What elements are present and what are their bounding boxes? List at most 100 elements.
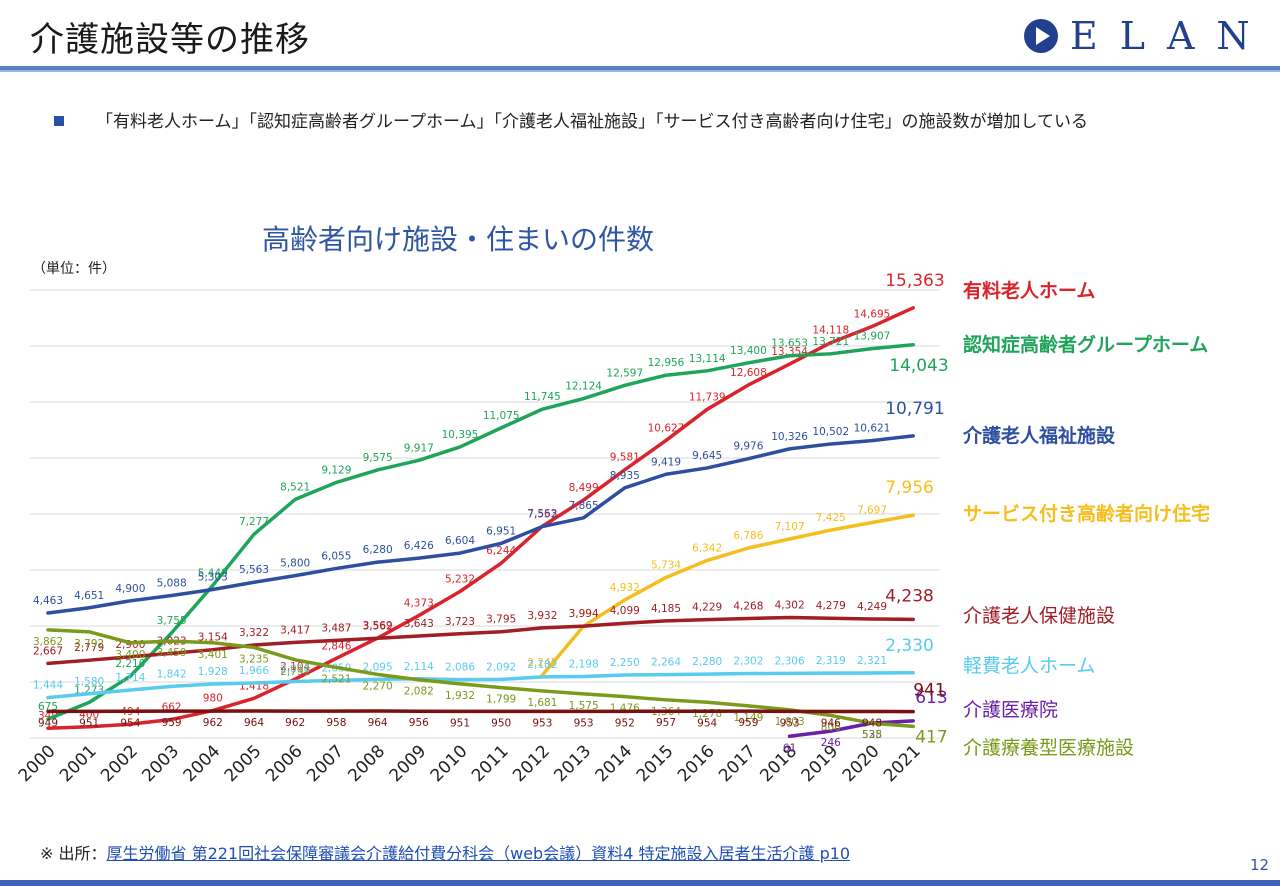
data-label: 7,563 — [527, 508, 557, 520]
x-tick-label: 2013 — [550, 741, 595, 786]
data-label: 2,250 — [610, 657, 640, 669]
data-label: 2,667 — [33, 645, 63, 657]
data-label: 5,800 — [280, 558, 310, 570]
data-label: 3,235 — [239, 653, 269, 665]
source-prefix: ※ 出所： — [40, 844, 107, 863]
data-label: 1,580 — [74, 676, 104, 688]
data-label: 528 — [862, 729, 882, 741]
x-tick-label: 2015 — [633, 741, 678, 786]
data-label: 3,994 — [569, 608, 599, 620]
logo-play-icon — [1024, 19, 1058, 53]
data-label: 2,791 — [280, 666, 310, 678]
data-label: 10,502 — [812, 426, 849, 438]
series-line — [787, 719, 915, 739]
header-divider — [0, 66, 1280, 70]
data-label: 954 — [697, 717, 717, 729]
legend-entry: 介護療養型医療施設 — [963, 737, 1134, 759]
data-label: 4,463 — [33, 595, 63, 607]
data-label: 13,907 — [854, 331, 891, 343]
data-label: 6,280 — [363, 544, 393, 556]
data-label: 3,723 — [445, 616, 475, 628]
data-label: 959 — [738, 717, 758, 729]
data-label: 2,086 — [445, 662, 475, 674]
series-end-label: 613 — [915, 688, 947, 708]
data-label: 3,400 — [115, 649, 145, 661]
data-label: 4,099 — [610, 605, 640, 617]
data-label: 964 — [368, 717, 388, 729]
data-label: 10,621 — [854, 423, 891, 435]
data-label: 2,016 — [280, 664, 310, 676]
series-end-label: 2,330 — [885, 636, 934, 656]
x-tick-label: 2001 — [56, 741, 101, 786]
data-label: 9,917 — [404, 442, 434, 454]
data-label: 9,976 — [733, 441, 763, 453]
data-label: 12,956 — [648, 357, 685, 369]
data-label: 806 — [821, 721, 841, 733]
series-end-label: 14,043 — [889, 356, 948, 376]
logo-text: ELAN — [1070, 14, 1272, 58]
data-label: 6,426 — [404, 540, 434, 552]
data-label: 1,842 — [157, 668, 187, 680]
data-label: 11,739 — [689, 391, 726, 403]
data-label: 1,003 — [775, 716, 805, 728]
data-label: 953 — [574, 717, 594, 729]
data-label: 3,755 — [157, 615, 187, 627]
series-line — [46, 434, 915, 615]
data-label: 2,104 — [280, 661, 310, 673]
data-label: 2,210 — [115, 658, 145, 670]
series-end-label: 15,363 — [885, 271, 944, 291]
data-label: 12,597 — [606, 367, 643, 379]
x-tick-label: 2003 — [138, 741, 183, 786]
x-tick-label: 2012 — [509, 741, 554, 786]
data-label: 3,154 — [198, 632, 228, 644]
data-label: 2,245 — [527, 657, 557, 669]
data-label: 10,326 — [771, 431, 808, 443]
data-label: 10,395 — [442, 429, 479, 441]
data-label: 2,092 — [486, 661, 516, 673]
data-label: 2,270 — [363, 680, 393, 692]
data-label: 13,114 — [689, 353, 726, 365]
page-number: 12 — [1250, 856, 1270, 874]
elan-logo: ELAN — [1022, 14, 1272, 58]
data-label: 4,373 — [404, 598, 434, 610]
data-label: 3,792 — [74, 638, 104, 650]
x-tick-label: 2008 — [344, 741, 389, 786]
x-tick-label: 2002 — [97, 741, 142, 786]
data-label: 9,645 — [692, 450, 722, 462]
data-label: 246 — [821, 737, 841, 749]
legend-entry: 介護老人保健施設 — [963, 605, 1115, 627]
data-label: 3,417 — [280, 624, 310, 636]
data-label: 5,449 — [198, 567, 228, 579]
data-label: 7,425 — [816, 512, 846, 524]
data-label: 7,107 — [775, 521, 805, 533]
x-tick-label: 2006 — [262, 741, 307, 786]
data-label: 6,786 — [733, 530, 763, 542]
x-tick-label: 2009 — [386, 741, 431, 786]
data-label: 2,779 — [74, 642, 104, 654]
data-label: 957 — [656, 717, 676, 729]
data-label: 2,095 — [363, 661, 393, 673]
data-label: 964 — [244, 717, 264, 729]
data-label: 962 — [285, 717, 305, 729]
x-tick-label: 2005 — [221, 741, 266, 786]
data-label: 4,302 — [775, 600, 805, 612]
source-link[interactable]: 厚生労働省 第221回社会保障審議会介護給付費分科会（web会議）資料4 特定施… — [106, 844, 851, 863]
data-label: 14,695 — [854, 309, 891, 321]
legend-entry: サービス付き高齢者向け住宅 — [963, 502, 1210, 525]
data-label: 4,900 — [115, 583, 145, 595]
series-line — [540, 513, 915, 677]
data-label: 14,118 — [812, 325, 849, 337]
legend-entry: 介護医療院 — [963, 699, 1058, 721]
data-label: 5,088 — [157, 578, 187, 590]
data-label: 8,521 — [280, 481, 310, 493]
series-line — [46, 306, 915, 730]
data-label: 12,608 — [730, 367, 767, 379]
x-tick-label: 2004 — [180, 741, 225, 786]
data-label: 9,581 — [610, 452, 640, 464]
data-label: 3,862 — [33, 636, 63, 648]
data-label: 9,129 — [321, 464, 351, 476]
data-label: 6,951 — [486, 525, 516, 537]
data-label: 949 — [38, 717, 58, 729]
data-label: 1,575 — [569, 700, 599, 712]
data-label: 3,459 — [157, 647, 187, 659]
